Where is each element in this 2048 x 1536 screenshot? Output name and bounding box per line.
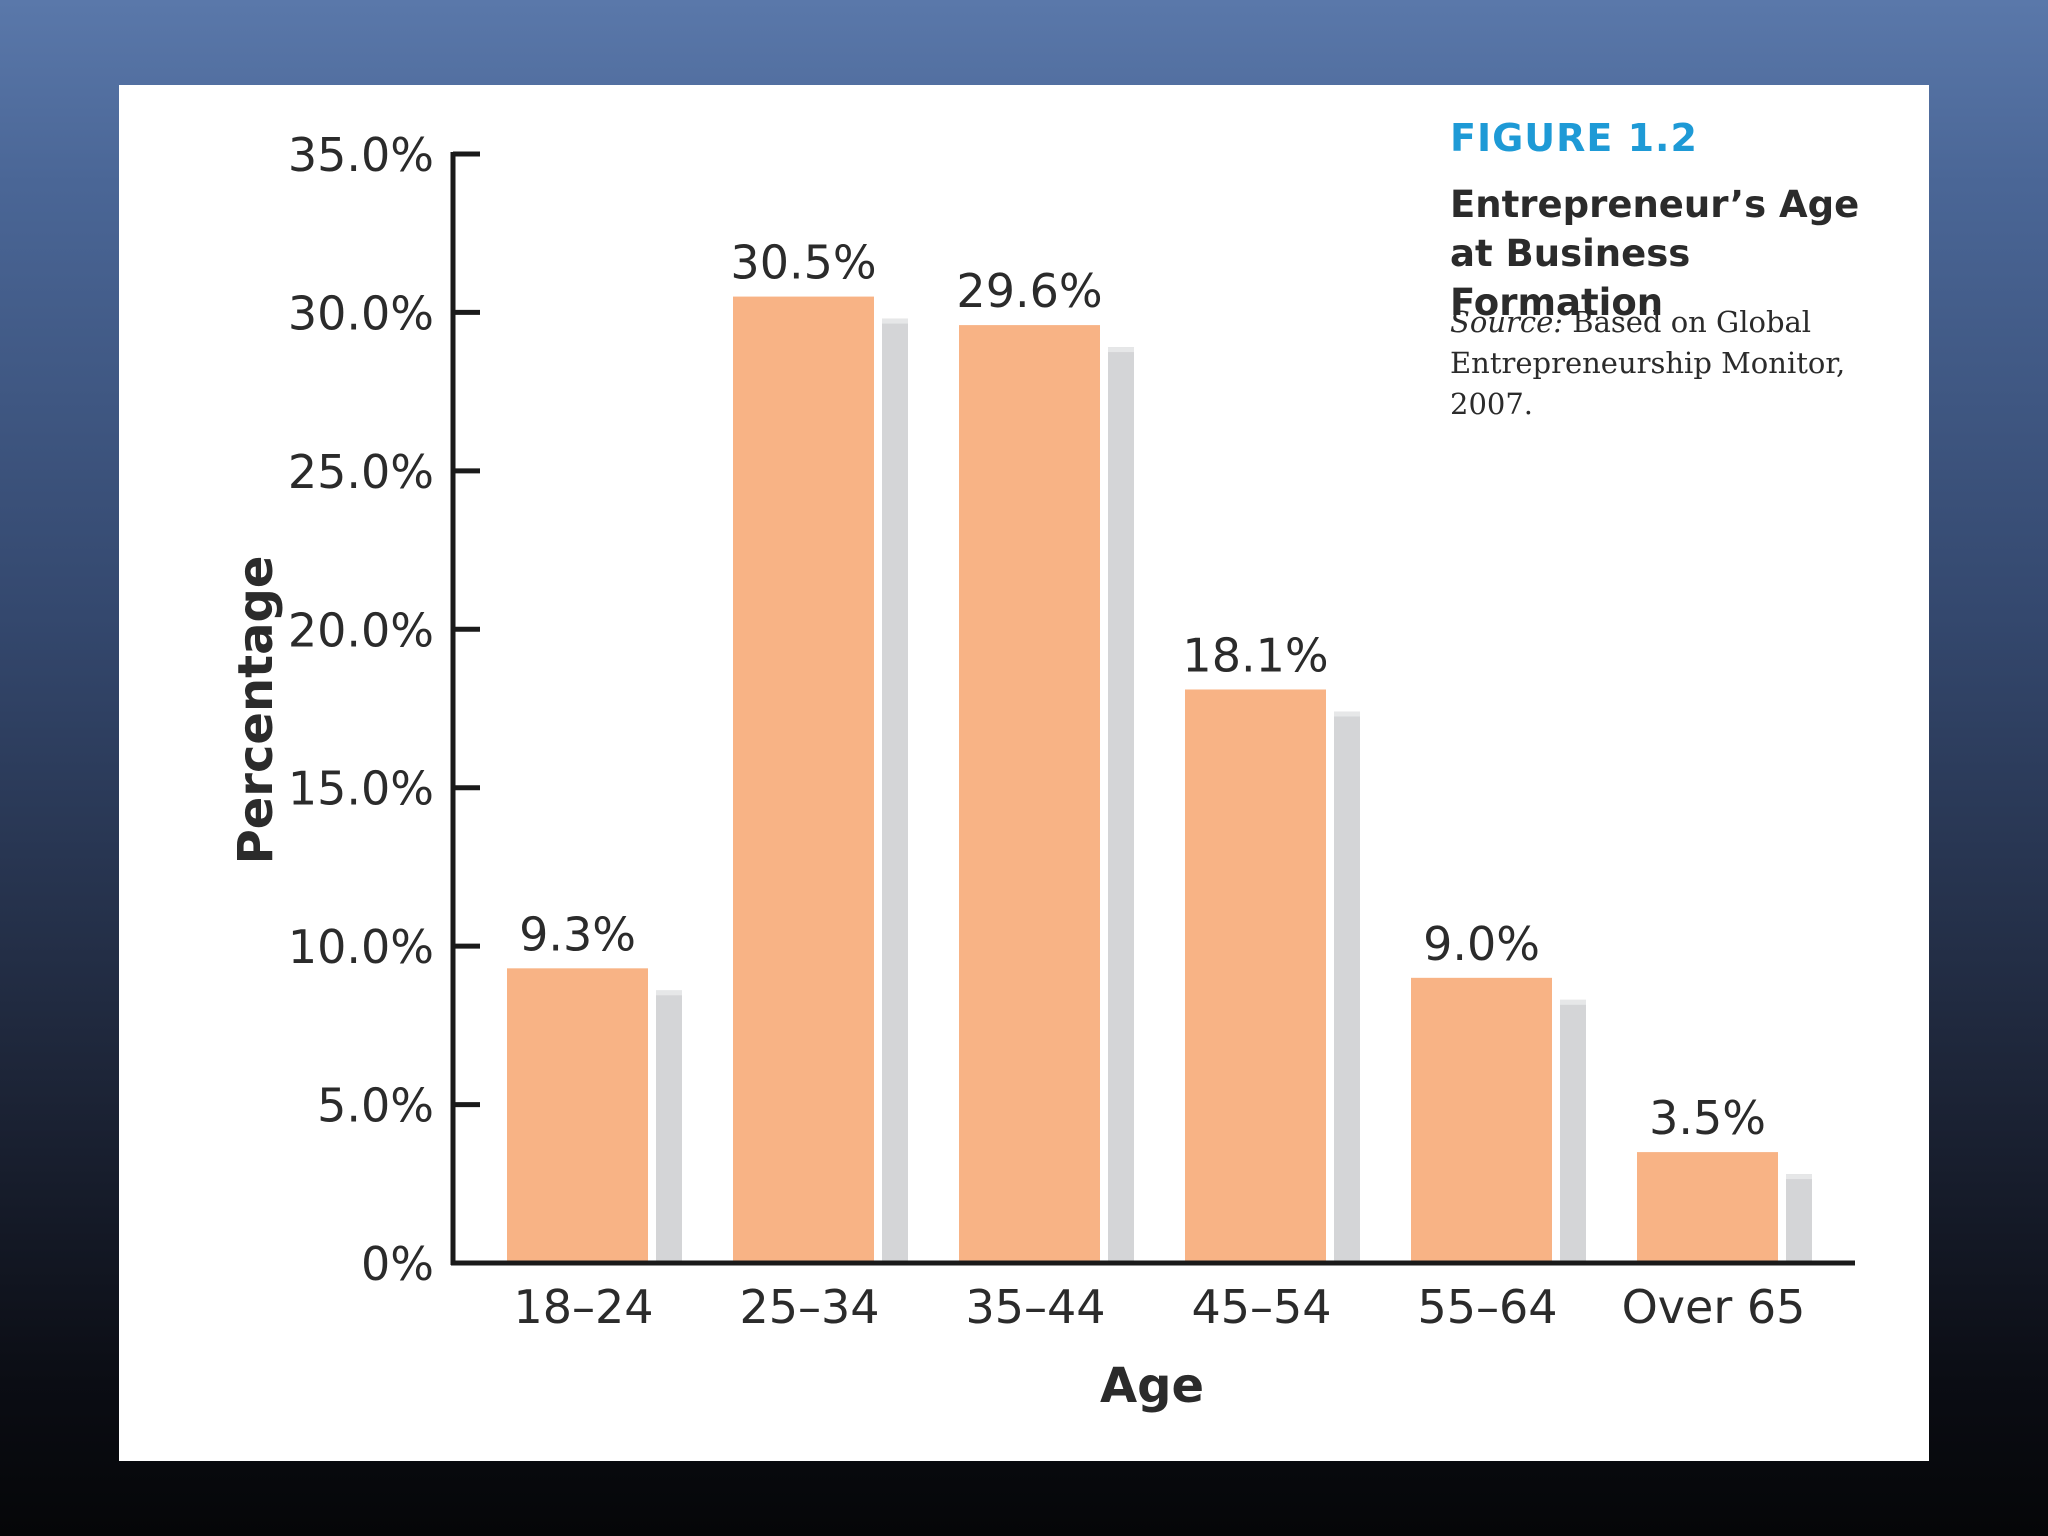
y-tick-label: 35.0% <box>288 128 434 182</box>
y-tick-label: 10.0% <box>288 920 434 974</box>
x-tick-label: 18–24 <box>513 1280 653 1334</box>
y-tick-label: 30.0% <box>288 286 434 340</box>
bar-shadow <box>1108 347 1134 1263</box>
y-tick-label: 25.0% <box>288 445 434 499</box>
bar-shadow-cap <box>1334 711 1360 717</box>
y-tick-label: 5.0% <box>317 1079 434 1133</box>
data-label: 18.1% <box>1182 628 1328 682</box>
bar-shadow <box>1334 711 1360 1263</box>
data-label: 3.5% <box>1649 1091 1766 1145</box>
bar-shadow-cap <box>882 318 908 324</box>
x-tick-label: 45–54 <box>1191 1280 1331 1334</box>
figure-title: Entrepreneur’s Age at Business Formation <box>1450 183 1860 324</box>
bar-shadow-cap <box>1108 347 1134 353</box>
source-label: Source: <box>1450 305 1564 339</box>
y-tick-label: 20.0% <box>288 603 434 657</box>
y-axis-title: Percentage <box>228 556 284 865</box>
bar-shadow-cap <box>656 990 682 996</box>
x-tick-label: Over 65 <box>1622 1280 1806 1334</box>
bar <box>1637 1152 1778 1263</box>
bar-shadow <box>656 990 682 1263</box>
data-label: 9.0% <box>1423 917 1540 971</box>
bar <box>1185 689 1326 1263</box>
bar-shadow-cap <box>1786 1174 1812 1180</box>
bar <box>1411 977 1552 1263</box>
bar-shadow-cap <box>1560 999 1586 1005</box>
bar <box>507 968 648 1263</box>
figure-number: FIGURE 1.2 <box>1450 116 1698 160</box>
x-tick-label: 25–34 <box>739 1280 879 1334</box>
source-text: Based on Global Entrepreneurship Monitor… <box>1450 305 1846 421</box>
data-label: 29.6% <box>956 264 1102 318</box>
bar <box>733 296 874 1264</box>
data-label: 9.3% <box>519 907 636 961</box>
figure-source: Source: Based on Global Entrepreneurship… <box>1450 302 1920 425</box>
x-axis-title: Age <box>1100 1358 1204 1414</box>
x-tick-label: 35–44 <box>965 1280 1105 1334</box>
bar-shadow <box>882 318 908 1264</box>
y-tick-label: 0% <box>361 1237 434 1291</box>
bar-shadow <box>1786 1174 1812 1263</box>
y-tick-label: 15.0% <box>288 762 434 816</box>
data-label: 30.5% <box>730 236 876 290</box>
x-tick-label: 55–64 <box>1417 1280 1557 1334</box>
bar <box>959 325 1100 1263</box>
bar-shadow <box>1560 999 1586 1263</box>
